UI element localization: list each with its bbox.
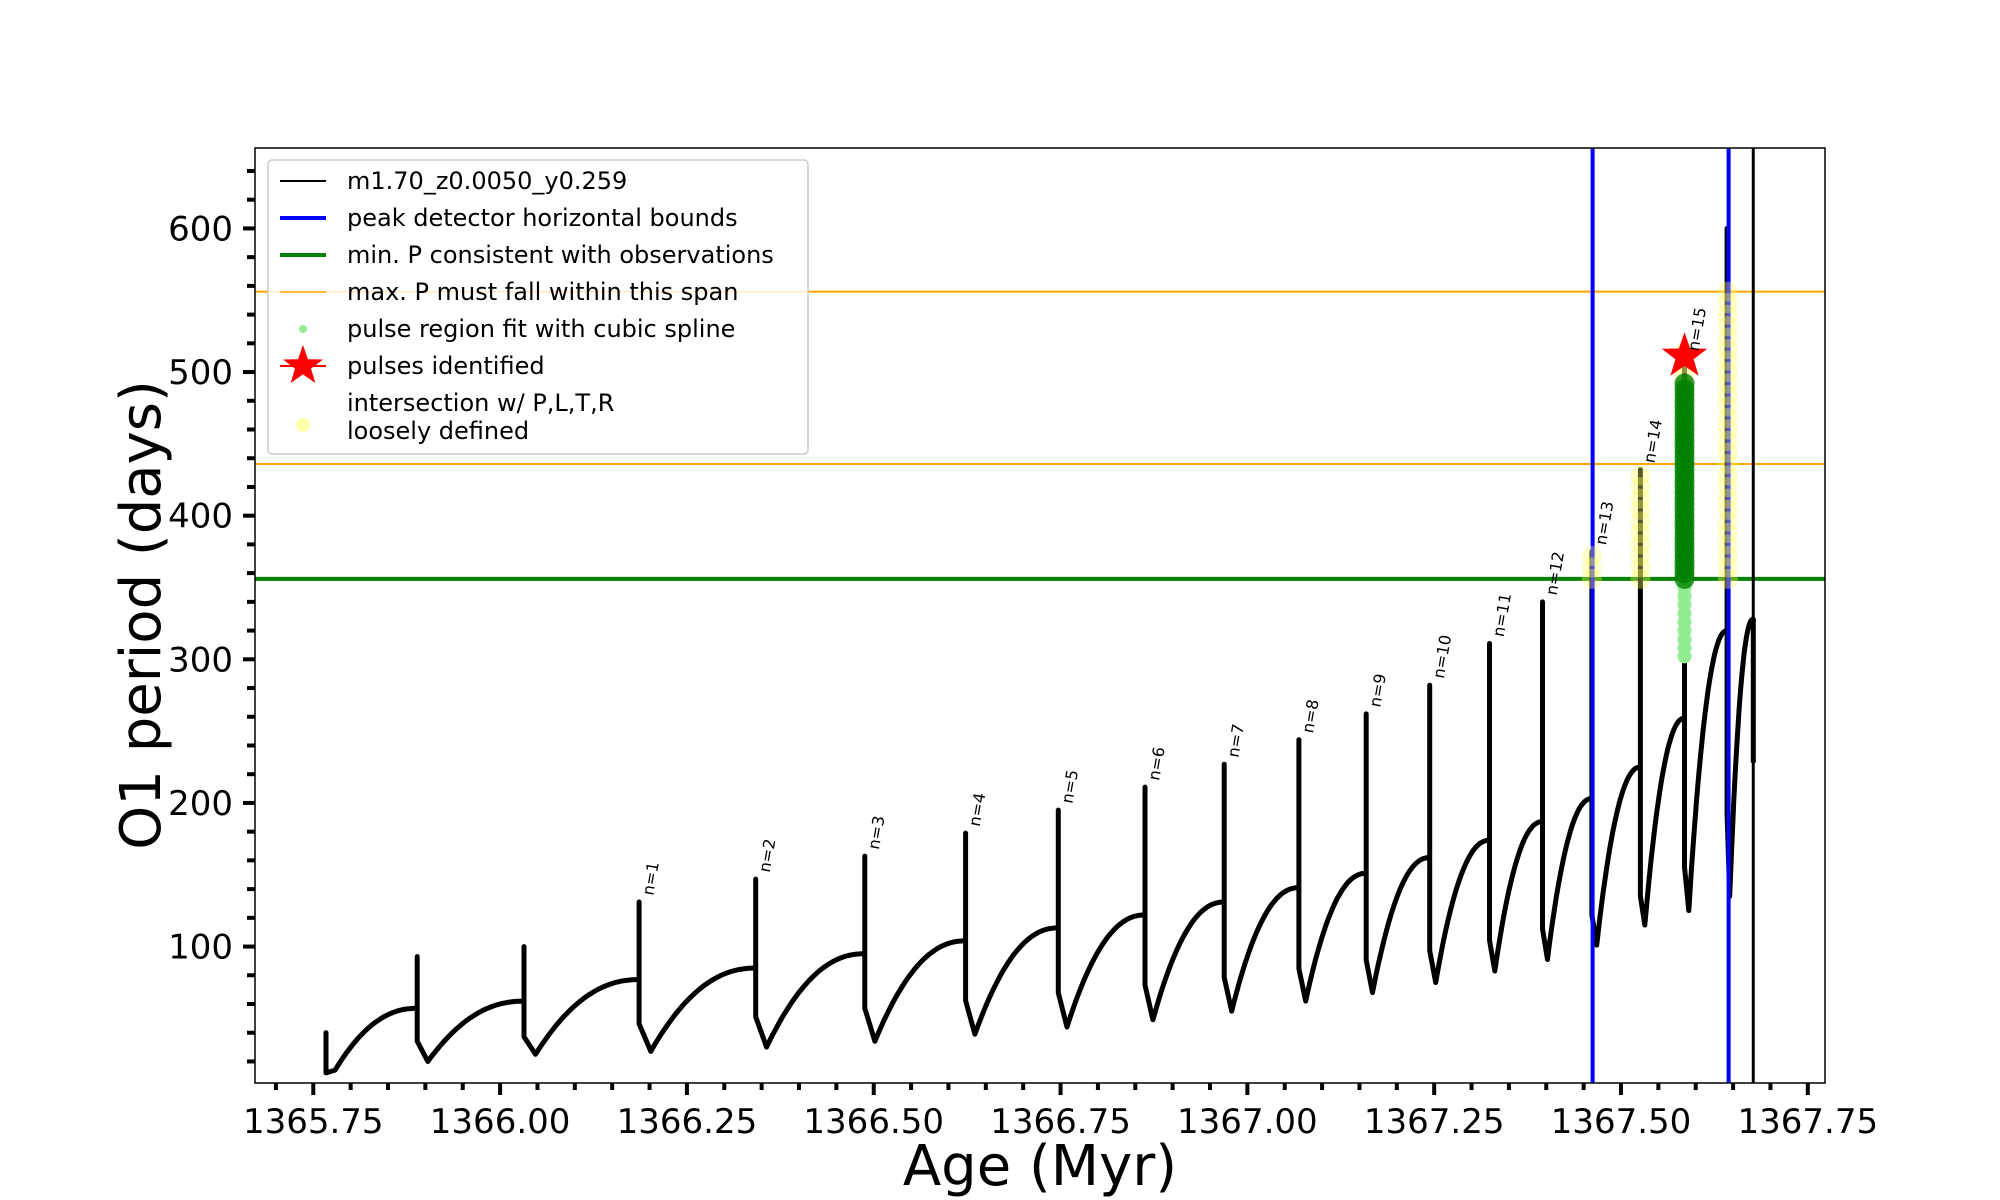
intersection-point (1630, 545, 1651, 566)
pulse-label: n=14 (1640, 418, 1666, 465)
track-line (323, 225, 1756, 1076)
legend-label: max. P must fall within this span (347, 278, 738, 306)
legend-star-icon (283, 345, 323, 383)
intersection-point (1581, 545, 1602, 566)
intersection-point (1717, 327, 1738, 348)
y-tick-label: 200 (168, 784, 233, 824)
legend-label: min. P consistent with observations (347, 241, 774, 269)
pulse-label: n=7 (1223, 722, 1248, 759)
pulse-label: n=12 (1542, 550, 1568, 597)
pulse-label: n=15 (1684, 306, 1710, 353)
intersection-point (1717, 453, 1738, 474)
intersection-point (1717, 488, 1738, 509)
intersection-point (1581, 568, 1602, 589)
pulse-label: n=3 (864, 814, 889, 851)
pulse-label: n=5 (1058, 768, 1083, 805)
x-tick-label: 1366.25 (617, 1102, 758, 1142)
intersection-point (1630, 522, 1651, 543)
x-tick-label: 1365.75 (243, 1102, 384, 1142)
intersection-point (1717, 557, 1738, 578)
intersection-point (1630, 534, 1651, 555)
intersection-point (1630, 568, 1651, 589)
intersection-point (1717, 465, 1738, 486)
legend-label: intersection w/ P,L,T,R (347, 389, 614, 417)
intersection-point (1717, 304, 1738, 325)
plot-frame (254, 147, 1826, 1084)
intersection-point (1717, 293, 1738, 314)
x-tick-label: 1366.75 (990, 1102, 1131, 1142)
legend-handle-dot (299, 325, 307, 333)
intersection-point (1630, 557, 1651, 578)
y-tick-label: 300 (168, 640, 233, 680)
intersection-point (1717, 408, 1738, 429)
intersection-point (1717, 362, 1738, 383)
x-tick-label: 1367.00 (1177, 1102, 1318, 1142)
intersection-point (1630, 476, 1651, 497)
y-tick-label: 600 (168, 209, 233, 249)
intersection-point (1717, 339, 1738, 360)
intersection-point (1630, 511, 1651, 532)
x-tick-label: 1367.75 (1738, 1102, 1879, 1142)
intersection-point (1581, 557, 1602, 578)
pulse-region-point (1674, 373, 1695, 394)
pulse-star-marker (1661, 332, 1708, 376)
pulse-label: n=6 (1144, 745, 1169, 782)
intersection-point (1717, 350, 1738, 371)
legend-handle-dot (296, 418, 310, 432)
legend-label: pulses identified (347, 352, 545, 380)
pulse-label: n=11 (1489, 592, 1515, 639)
pulse-label: n=13 (1591, 500, 1617, 547)
x-tick-label: 1367.50 (1551, 1102, 1692, 1142)
x-tick-label: 1367.25 (1364, 1102, 1505, 1142)
intersection-point (1717, 316, 1738, 337)
legend-label: loosely defined (347, 417, 529, 445)
intersection-point (1630, 465, 1651, 486)
intersection-point (1717, 545, 1738, 566)
y-axis-label: O1 period (days) (109, 380, 174, 850)
x-tick-label: 1366.50 (803, 1102, 944, 1142)
axes: 1365.75 1366.00 1366.25 1366.50 1366.75 1367.… (168, 168, 1879, 1142)
legend-label: peak detector horizontal bounds (347, 204, 738, 232)
pulse-label: n=8 (1298, 698, 1323, 735)
intersection-point (1630, 488, 1651, 509)
y-tick-label: 400 (168, 497, 233, 537)
intersection-point (1717, 385, 1738, 406)
x-axis-label: Age (Myr) (903, 1134, 1177, 1199)
pulse-label: n=2 (755, 837, 780, 874)
intersection-point (1717, 396, 1738, 417)
intersection-point (1717, 568, 1738, 589)
intersection-point (1630, 499, 1651, 520)
intersection-point (1717, 511, 1738, 532)
intersection-point (1717, 522, 1738, 543)
pulse-label: n=1 (638, 860, 663, 897)
x-tick-label: 1366.00 (430, 1102, 571, 1142)
intersection-point (1717, 499, 1738, 520)
y-tick-label: 100 (168, 928, 233, 968)
intersection-point (1717, 442, 1738, 463)
pulse-label: n=10 (1429, 633, 1455, 680)
pulse-label: n=4 (965, 791, 990, 828)
intersection-point (1717, 534, 1738, 555)
intersection-point (1717, 430, 1738, 451)
legend-label: m1.70_z0.0050_y0.259 (347, 167, 627, 195)
pulse-label: n=9 (1365, 672, 1390, 709)
intersection-point (1717, 476, 1738, 497)
intersection-point (1717, 281, 1738, 302)
y-tick-label: 500 (168, 353, 233, 393)
intersection-point (1717, 373, 1738, 394)
legend-label: pulse region fit with cubic spline (347, 315, 735, 343)
legend-box (267, 159, 809, 455)
intersection-point (1717, 419, 1738, 440)
